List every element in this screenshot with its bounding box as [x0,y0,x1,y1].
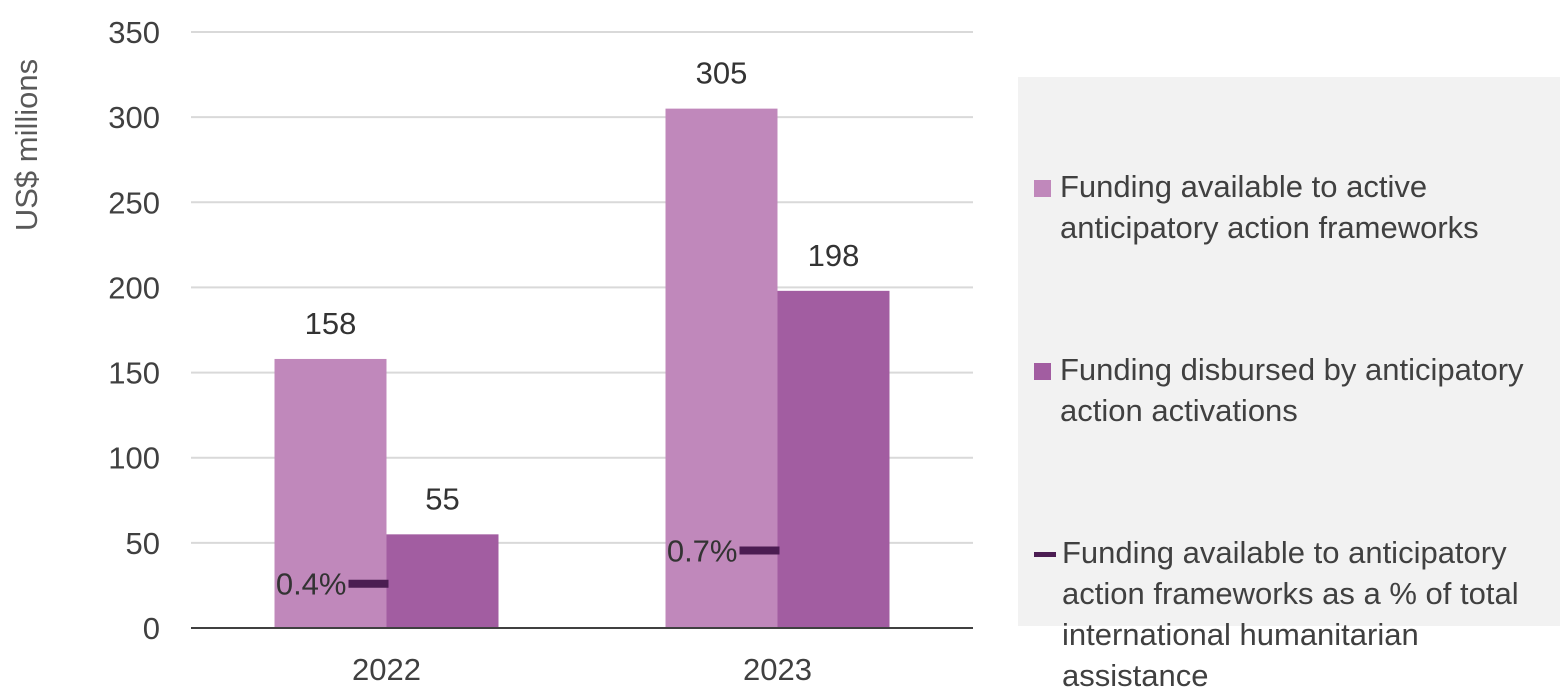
legend-label-disbursed: Funding disbursed by anticipatory action… [1060,352,1524,428]
y-tick-label: 100 [108,441,160,476]
data-label: 158 [305,306,357,341]
bar-2022-series-1 [386,534,499,628]
y-tick-label: 350 [108,15,160,50]
y-tick-labels: 0 50 100 150 200 250 300 350 [108,15,160,646]
x-tick-label: 2023 [743,652,812,687]
y-tick-label: 250 [108,185,160,220]
legend-label-available: Funding available to active anticipatory… [1060,169,1479,245]
data-labels: 158 55 0.4% 305 198 0.7% [276,56,860,602]
data-label: 55 [425,481,459,516]
y-tick-label: 300 [108,100,160,135]
bars [274,108,890,629]
y-tick-label: 0 [143,611,160,646]
y-tick-label: 50 [126,526,160,561]
data-label: 305 [696,56,748,91]
data-label: 198 [808,238,860,273]
percentage-markers [348,546,780,588]
x-tick-labels: 2022 2023 [352,652,812,687]
legend: Funding available to active anticipatory… [1018,77,1560,693]
bar-2023-series-0 [665,108,778,629]
legend-item-disbursed: Funding disbursed by anticipatory action… [1034,349,1554,431]
legend-swatch-available [1034,180,1051,197]
y-tick-label: 200 [108,270,160,305]
bar-2023-series-1 [777,290,890,628]
y-tick-label: 150 [108,356,160,391]
percentage-label: 0.4% [276,567,347,602]
legend-swatch-percentage [1034,552,1056,557]
y-axis-title: US$ millions [9,59,44,231]
x-tick-label: 2022 [352,652,421,687]
legend-item-percentage: Funding available to anticipatory action… [1034,532,1554,696]
legend-label-percentage: Funding available to anticipatory action… [1062,535,1519,693]
percentage-label: 0.7% [667,534,738,569]
legend-swatch-disbursed [1034,363,1051,380]
legend-item-available: Funding available to active anticipatory… [1034,166,1554,248]
